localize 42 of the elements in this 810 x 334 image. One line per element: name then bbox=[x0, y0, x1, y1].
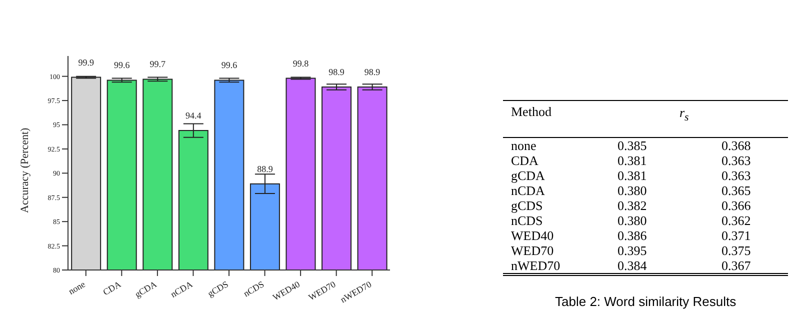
data-label: 0.380 bbox=[616, 213, 648, 228]
data-label: 0.375 bbox=[720, 243, 752, 258]
data-label: 88.9 bbox=[257, 164, 274, 174]
data-label: 98.9 bbox=[328, 66, 345, 77]
text: r$_{s}$ bbox=[678, 104, 690, 126]
category-label: gCDS bbox=[510, 198, 544, 213]
category-label: nWED70 bbox=[510, 258, 562, 274]
category-label: CDA bbox=[510, 153, 540, 168]
x-tick-label: none bbox=[66, 279, 87, 296]
data-label: 99.6 bbox=[221, 60, 238, 70]
text: Method bbox=[510, 103, 552, 121]
data-label: 0.382 bbox=[616, 198, 648, 213]
data-label: 0.367 bbox=[720, 258, 752, 274]
data-label: 0.380 bbox=[616, 183, 648, 198]
category-label: nCDS bbox=[510, 213, 544, 228]
data-label: 0.366 bbox=[720, 198, 752, 213]
y-axis-title: Accuracy (Percent) bbox=[18, 127, 31, 213]
data-label: 98.9 bbox=[364, 66, 381, 77]
x-tick-label: CDA bbox=[101, 278, 124, 298]
data-label: 0.368 bbox=[720, 138, 752, 153]
data-label: 94.4 bbox=[186, 110, 202, 121]
data-label: 0.363 bbox=[720, 153, 752, 168]
data-label: 0.385 bbox=[616, 138, 648, 153]
category-label: gCDA bbox=[510, 168, 546, 183]
text: Table 2: Word similarity Results bbox=[554, 294, 738, 309]
category-label: nCDA bbox=[510, 183, 546, 198]
data-label: 0.395 bbox=[616, 243, 648, 258]
data-label: 0.381 bbox=[616, 168, 648, 183]
category-label: WED40 bbox=[510, 228, 555, 243]
data-label: 0.362 bbox=[720, 213, 752, 228]
data-label: 99.6 bbox=[114, 60, 130, 70]
data-label: 99.7 bbox=[150, 59, 166, 70]
data-label: 0.365 bbox=[720, 183, 752, 198]
data-label: 99.9 bbox=[78, 57, 94, 68]
category-label: WED70 bbox=[510, 243, 555, 258]
data-label: 0.381 bbox=[616, 153, 648, 168]
data-label: 0.363 bbox=[720, 168, 752, 183]
data-label: 0.384 bbox=[616, 258, 648, 274]
category-label: none bbox=[510, 138, 538, 153]
data-label: 0.386 bbox=[616, 228, 648, 243]
data-label: 0.371 bbox=[720, 228, 752, 243]
data-label: 99.8 bbox=[292, 58, 310, 68]
